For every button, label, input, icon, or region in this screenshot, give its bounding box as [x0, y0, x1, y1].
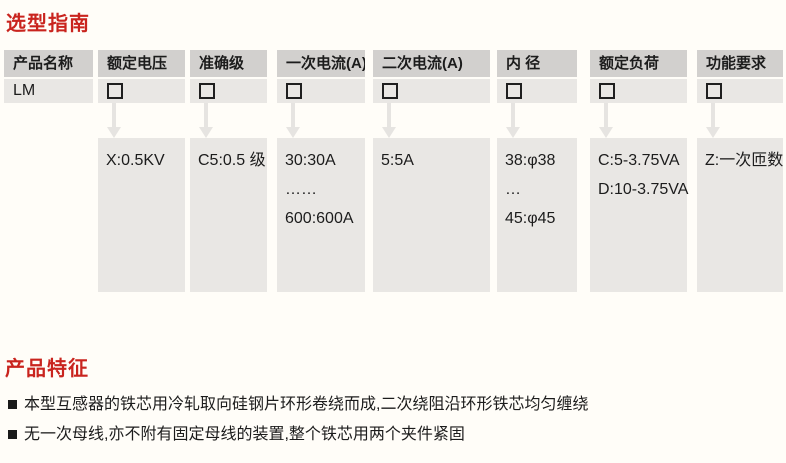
detail-box: 38:φ38 … 45:φ45 [497, 138, 577, 292]
feature-text: 无一次母线,亦不附有固定母线的装置,整个铁芯用两个夹件紧固 [24, 426, 465, 443]
bullet-square-icon [8, 400, 17, 409]
column-header: 内 径 [497, 50, 577, 77]
detail-line: C:5-3.75VA [598, 152, 680, 169]
checkbox-icon [506, 83, 522, 99]
detail-box: C5:0.5 级 [190, 138, 267, 292]
column-header: 功能要求 [697, 50, 783, 77]
detail-line: … [505, 181, 521, 198]
col-function-requirement: 功能要求 Z:一次匝数 [697, 50, 783, 295]
col-rated-burden: 额定负荷 C:5-3.75VA D:10-3.75VA [590, 50, 689, 295]
down-arrow-icon [590, 103, 622, 138]
down-arrow-icon [697, 103, 729, 138]
detail-line: D:10-3.75VA [598, 181, 689, 198]
checkbox-icon [382, 83, 398, 99]
option-cell [190, 79, 267, 103]
option-cell [277, 79, 365, 103]
col-accuracy-class: 准确级 C5:0.5 级 [190, 50, 267, 295]
down-arrow-icon [497, 103, 529, 138]
checkbox-icon [286, 83, 302, 99]
feature-item: 本型互感器的铁芯用冷轧取向硅钢片环形卷绕而成,二次绕阻沿环形铁芯均匀缠绕 [8, 394, 782, 415]
detail-line: X:0.5KV [106, 152, 165, 169]
detail-line: 38:φ38 [505, 152, 556, 169]
col-primary-current: 一次电流(A) 30:30A …… 600:600A [277, 50, 365, 295]
col-rated-voltage: 额定电压 X:0.5KV [98, 50, 185, 295]
col-inner-diameter: 内 径 38:φ38 … 45:φ45 [497, 50, 577, 295]
checkbox-icon [706, 83, 722, 99]
detail-line: C5:0.5 级 [198, 152, 266, 169]
column-header: 一次电流(A) [277, 50, 365, 77]
down-arrow-icon [98, 103, 130, 138]
features-title: 产品特征 [5, 358, 89, 380]
detail-line: 45:φ45 [505, 210, 556, 227]
page-title: 选型指南 [6, 13, 90, 35]
option-cell [590, 79, 687, 103]
feature-item: 无一次母线,亦不附有固定母线的装置,整个铁芯用两个夹件紧固 [8, 424, 782, 445]
checkbox-icon [199, 83, 215, 99]
down-arrow-icon [190, 103, 222, 138]
option-cell [497, 79, 577, 103]
detail-box: 5:5A [373, 138, 490, 292]
option-cell [373, 79, 490, 103]
detail-box: X:0.5KV [98, 138, 185, 292]
selection-table: 产品名称 LM 额定电压 X:0.5KV 准确级 C5:0.5 级 一次电流(A… [0, 50, 786, 295]
option-cell [697, 79, 783, 103]
feature-text: 本型互感器的铁芯用冷轧取向硅钢片环形卷绕而成,二次绕阻沿环形铁芯均匀缠绕 [24, 396, 589, 413]
col-product-name: 产品名称 LM [4, 50, 93, 295]
down-arrow-icon [277, 103, 309, 138]
checkbox-icon [107, 83, 123, 99]
column-header: 二次电流(A) [373, 50, 490, 77]
detail-line: 5:5A [381, 152, 414, 169]
column-header: 额定负荷 [590, 50, 687, 77]
detail-box: Z:一次匝数 [697, 138, 783, 292]
checkbox-icon [599, 83, 615, 99]
detail-box: C:5-3.75VA D:10-3.75VA [590, 138, 689, 292]
detail-line: …… [285, 181, 317, 198]
col-secondary-current: 二次电流(A) 5:5A [373, 50, 490, 295]
detail-line: Z:一次匝数 [705, 152, 784, 169]
product-code: LM [13, 82, 36, 99]
detail-line: 600:600A [285, 210, 354, 227]
option-cell [98, 79, 185, 103]
detail-box: 30:30A …… 600:600A [277, 138, 365, 292]
down-arrow-icon [373, 103, 405, 138]
bullet-square-icon [8, 430, 17, 439]
column-header: 额定电压 [98, 50, 185, 77]
column-header: 产品名称 [4, 50, 93, 77]
column-header: 准确级 [190, 50, 267, 77]
product-code-cell: LM [4, 79, 93, 103]
detail-line: 30:30A [285, 152, 336, 169]
